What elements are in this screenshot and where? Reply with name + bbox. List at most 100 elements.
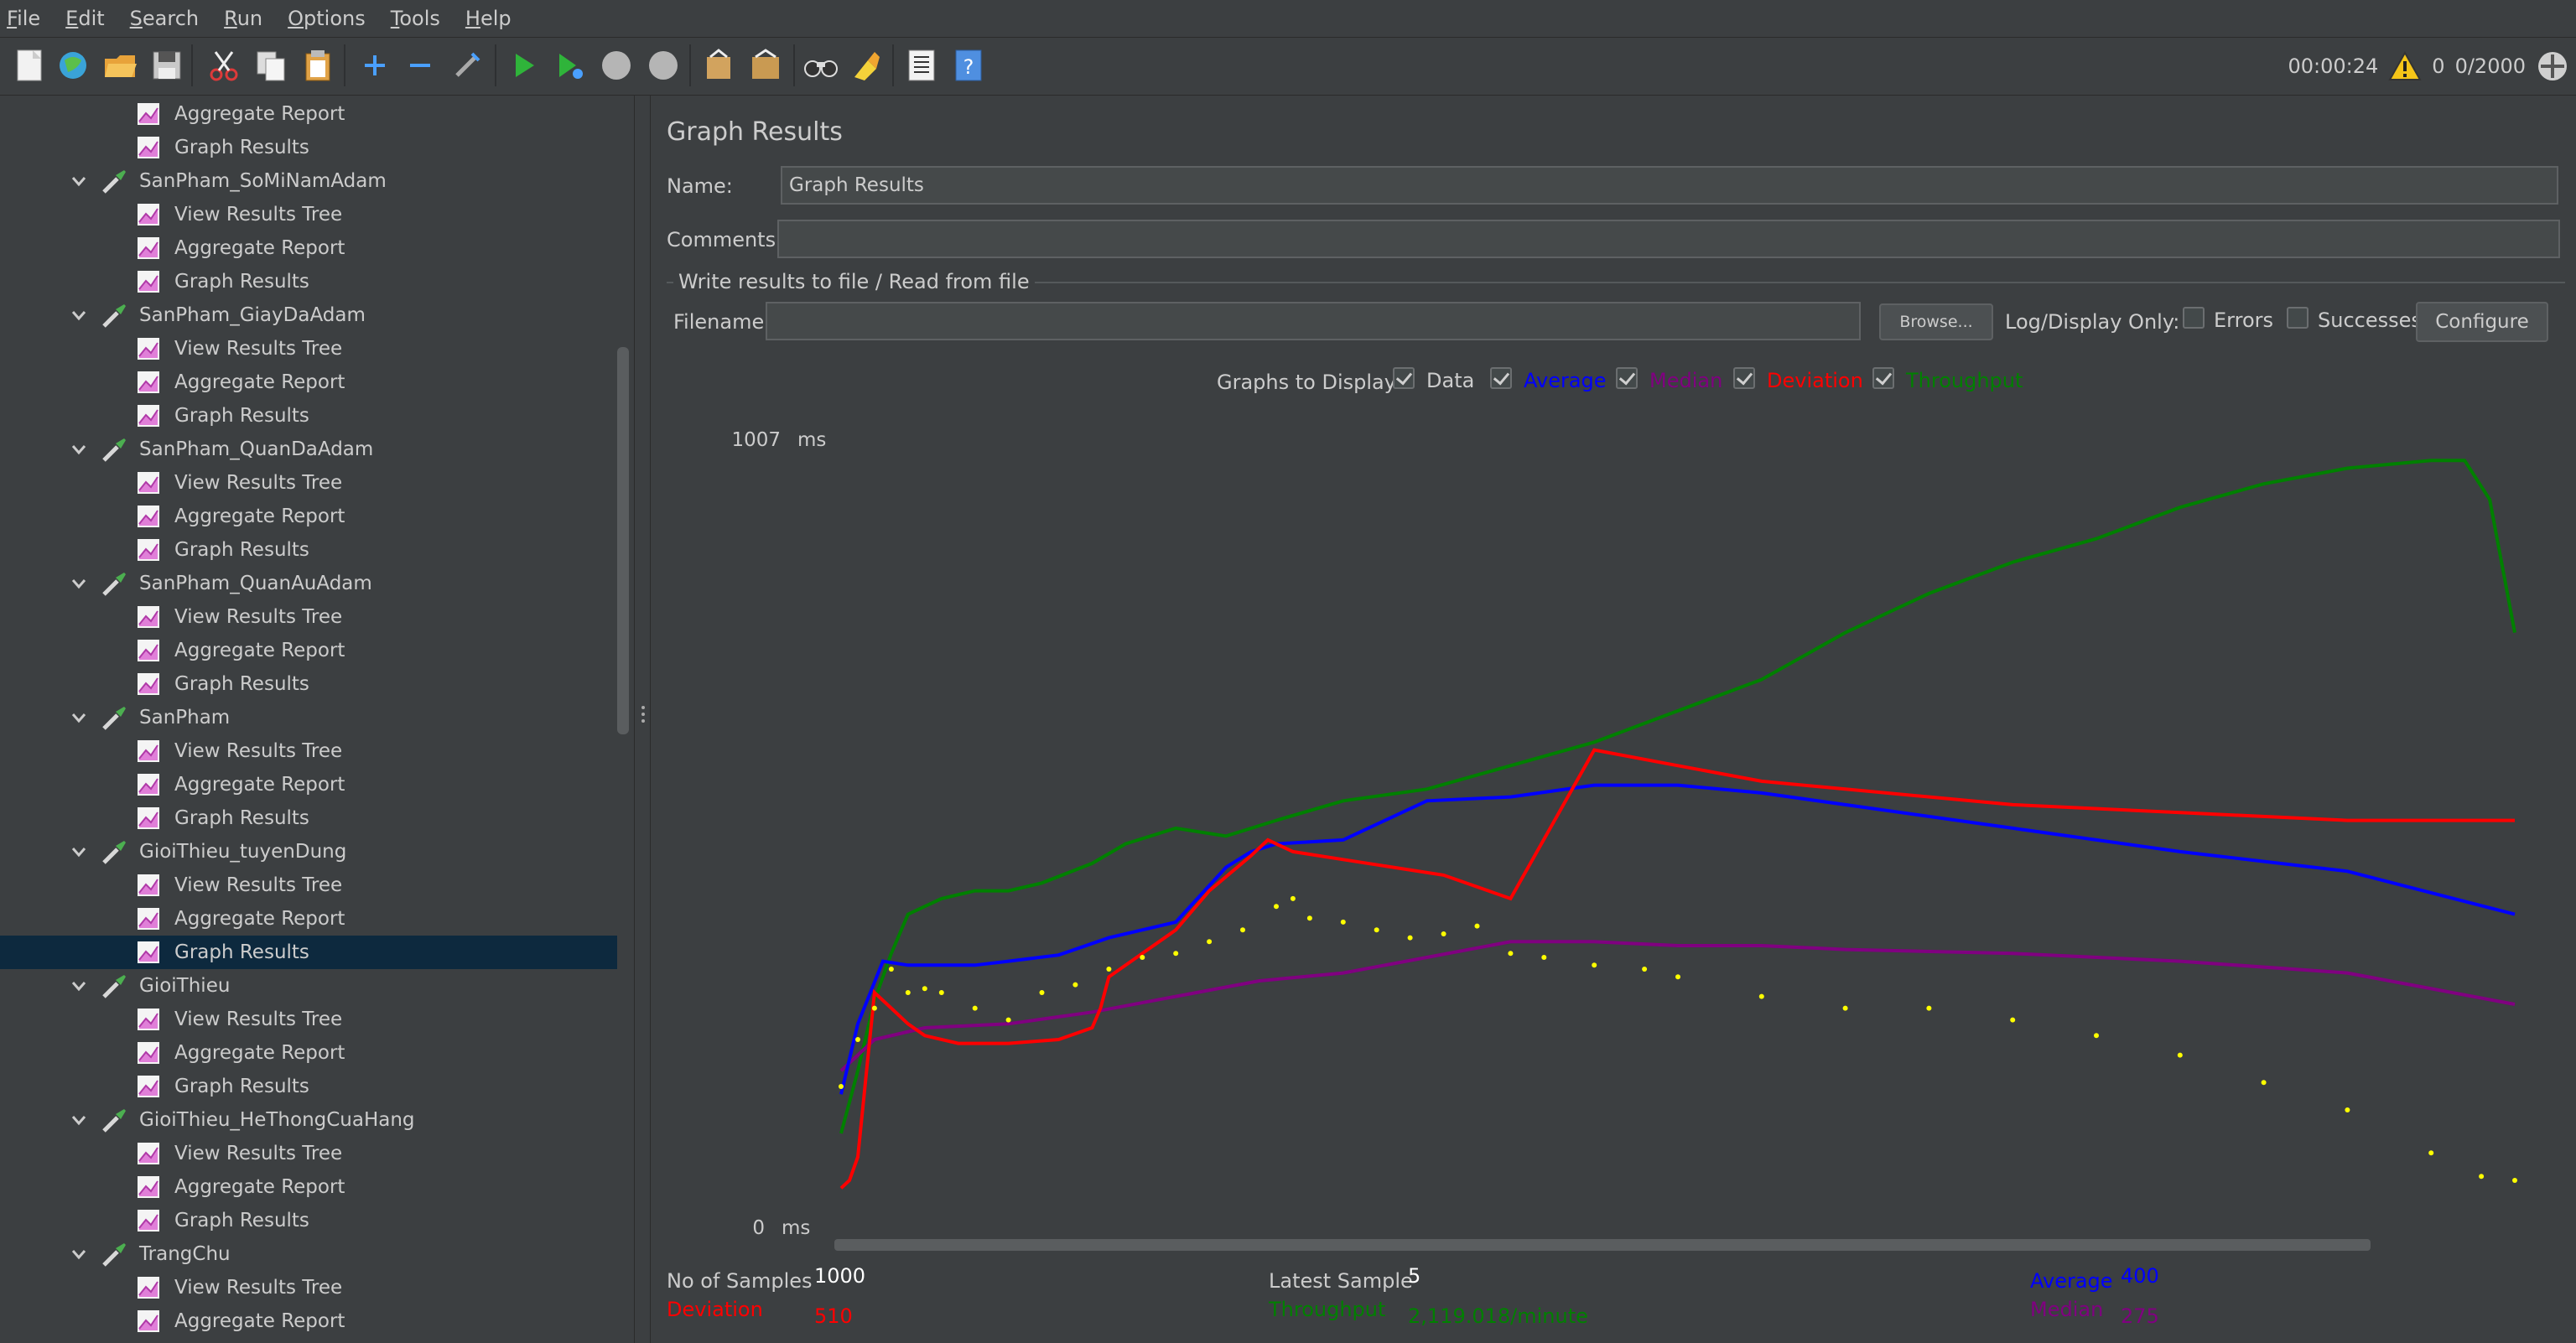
cut-icon[interactable] bbox=[205, 46, 243, 85]
chevron-down-icon[interactable] bbox=[70, 1112, 87, 1128]
collapse-icon[interactable] bbox=[401, 46, 439, 85]
clear-all-icon[interactable] bbox=[746, 46, 785, 85]
save-icon[interactable] bbox=[148, 46, 186, 85]
menu-edit[interactable]: Edit bbox=[65, 7, 105, 30]
function-helper-icon[interactable] bbox=[902, 46, 941, 85]
tree-node-label: SanPham_QuanDaAdam bbox=[139, 438, 374, 460]
successes-checkbox[interactable] bbox=[2287, 307, 2309, 329]
tree-node-listener[interactable]: Aggregate Report bbox=[0, 1036, 617, 1070]
tree-node-sampler[interactable]: TrangChu bbox=[0, 1237, 617, 1271]
menu-search[interactable]: Search bbox=[129, 7, 200, 30]
clear-icon[interactable] bbox=[699, 46, 738, 85]
tree-node-sampler[interactable]: GioiThieu bbox=[0, 969, 617, 1003]
expand-icon[interactable] bbox=[356, 46, 394, 85]
tree-node-listener[interactable]: Graph Results bbox=[0, 399, 617, 433]
tree-node-listener[interactable]: View Results Tree bbox=[0, 600, 617, 634]
tree-node-listener[interactable]: Aggregate Report bbox=[0, 231, 617, 265]
data-point bbox=[972, 1005, 978, 1011]
tree-node-listener[interactable]: Aggregate Report bbox=[0, 1170, 617, 1204]
chevron-down-icon[interactable] bbox=[70, 441, 87, 458]
tree-node-listener[interactable]: View Results Tree bbox=[0, 1137, 617, 1170]
deviation-checkbox[interactable] bbox=[1733, 367, 1755, 389]
tree-node-listener[interactable]: Graph Results bbox=[0, 265, 617, 298]
reset-search-icon[interactable] bbox=[847, 46, 886, 85]
pipette-icon bbox=[101, 1242, 126, 1267]
tree-node-listener[interactable]: Aggregate Report bbox=[0, 768, 617, 801]
chart-icon bbox=[136, 604, 161, 630]
chevron-down-icon[interactable] bbox=[70, 843, 87, 860]
tree-node-listener[interactable]: Graph Results bbox=[0, 1070, 617, 1103]
menu-run[interactable]: Run bbox=[224, 7, 263, 30]
tree-node-listener[interactable]: Aggregate Report bbox=[0, 366, 617, 399]
comments-field[interactable] bbox=[777, 220, 2560, 258]
start-no-pauses-icon[interactable] bbox=[550, 46, 589, 85]
tree-node-listener[interactable]: Graph Results bbox=[0, 936, 617, 969]
tree-node-sampler[interactable]: SanPham_SoMiNamAdam bbox=[0, 164, 617, 198]
tree-node-listener[interactable]: View Results Tree bbox=[0, 332, 617, 366]
open-icon[interactable] bbox=[101, 46, 139, 85]
tree-node-sampler[interactable]: SanPham_QuanDaAdam bbox=[0, 433, 617, 466]
menu-options[interactable]: Options bbox=[288, 7, 366, 30]
new-icon[interactable] bbox=[10, 46, 49, 85]
copy-icon[interactable] bbox=[252, 46, 290, 85]
warning-icon[interactable] bbox=[2388, 51, 2422, 81]
tree-node-listener[interactable]: Aggregate Report bbox=[0, 634, 617, 667]
paste-icon[interactable] bbox=[299, 46, 337, 85]
tree-node-sampler[interactable]: GioiThieu_HeThongCuaHang bbox=[0, 1103, 617, 1137]
tree-node-listener[interactable]: Aggregate Report bbox=[0, 902, 617, 936]
search-icon[interactable] bbox=[802, 46, 840, 85]
tree-node-listener[interactable]: Graph Results bbox=[0, 131, 617, 164]
deviation-value: 510 bbox=[814, 1304, 853, 1328]
tree-node-label: View Results Tree bbox=[174, 204, 343, 226]
median-checkbox[interactable] bbox=[1616, 367, 1638, 389]
errors-checkbox[interactable] bbox=[2183, 307, 2205, 329]
tree-node-label: Aggregate Report bbox=[174, 506, 345, 527]
chevron-down-icon[interactable] bbox=[70, 307, 87, 324]
chart-hscrollbar[interactable] bbox=[834, 1239, 2371, 1251]
data-checkbox[interactable] bbox=[1393, 367, 1415, 389]
tree-node-label: Graph Results bbox=[174, 673, 309, 695]
tree-node-sampler[interactable]: SanPham_GiayDaAdam bbox=[0, 298, 617, 332]
start-icon[interactable] bbox=[505, 46, 543, 85]
tree-node-listener[interactable]: Graph Results bbox=[0, 801, 617, 835]
data-point bbox=[2479, 1174, 2485, 1180]
toggle-icon[interactable] bbox=[448, 46, 486, 85]
tree-node-listener[interactable]: Aggregate Report bbox=[0, 97, 617, 131]
menu-tools[interactable]: Tools bbox=[390, 7, 440, 30]
chevron-down-icon[interactable] bbox=[70, 977, 87, 994]
tree-node-listener[interactable]: View Results Tree bbox=[0, 1271, 617, 1304]
tree-node-sampler[interactable]: GioiThieu_tuyenDung bbox=[0, 835, 617, 869]
chevron-down-icon[interactable] bbox=[70, 173, 87, 189]
data-point bbox=[2345, 1107, 2350, 1112]
tree-node-listener[interactable]: View Results Tree bbox=[0, 734, 617, 768]
tree-node-listener[interactable]: Aggregate Report bbox=[0, 1304, 617, 1338]
tree-node-listener[interactable]: View Results Tree bbox=[0, 869, 617, 902]
help-icon[interactable]: ? bbox=[949, 46, 988, 85]
tree-node-listener[interactable]: View Results Tree bbox=[0, 198, 617, 231]
panel-splitter[interactable] bbox=[634, 96, 651, 1343]
errors-label: Errors bbox=[2214, 309, 2274, 332]
tree-node-listener[interactable]: Graph Results bbox=[0, 533, 617, 567]
tree-node-listener[interactable]: View Results Tree bbox=[0, 466, 617, 500]
filename-field[interactable] bbox=[766, 302, 1861, 340]
chevron-down-icon[interactable] bbox=[70, 575, 87, 592]
name-field[interactable]: Graph Results bbox=[781, 166, 2558, 205]
stop-icon[interactable] bbox=[597, 46, 636, 85]
tree-node-sampler[interactable]: SanPham_QuanAuAdam bbox=[0, 567, 617, 600]
templates-icon[interactable] bbox=[54, 46, 92, 85]
throughput-checkbox[interactable] bbox=[1872, 367, 1894, 389]
browse-button[interactable]: Browse... bbox=[1879, 303, 1993, 340]
tree-node-listener[interactable]: Graph Results bbox=[0, 667, 617, 701]
menu-help[interactable]: Help bbox=[465, 7, 512, 30]
tree-node-listener[interactable]: View Results Tree bbox=[0, 1003, 617, 1036]
configure-button[interactable]: Configure bbox=[2416, 302, 2548, 342]
tree-node-sampler[interactable]: SanPham bbox=[0, 701, 617, 734]
tree-node-listener[interactable]: Graph Results bbox=[0, 1204, 617, 1237]
shutdown-icon[interactable] bbox=[644, 46, 683, 85]
menu-file[interactable]: File bbox=[7, 7, 41, 30]
chevron-down-icon[interactable] bbox=[70, 709, 87, 726]
chevron-down-icon[interactable] bbox=[70, 1246, 87, 1263]
average-checkbox[interactable] bbox=[1490, 367, 1512, 389]
tree-scrollbar[interactable] bbox=[617, 347, 629, 734]
tree-node-listener[interactable]: Aggregate Report bbox=[0, 500, 617, 533]
